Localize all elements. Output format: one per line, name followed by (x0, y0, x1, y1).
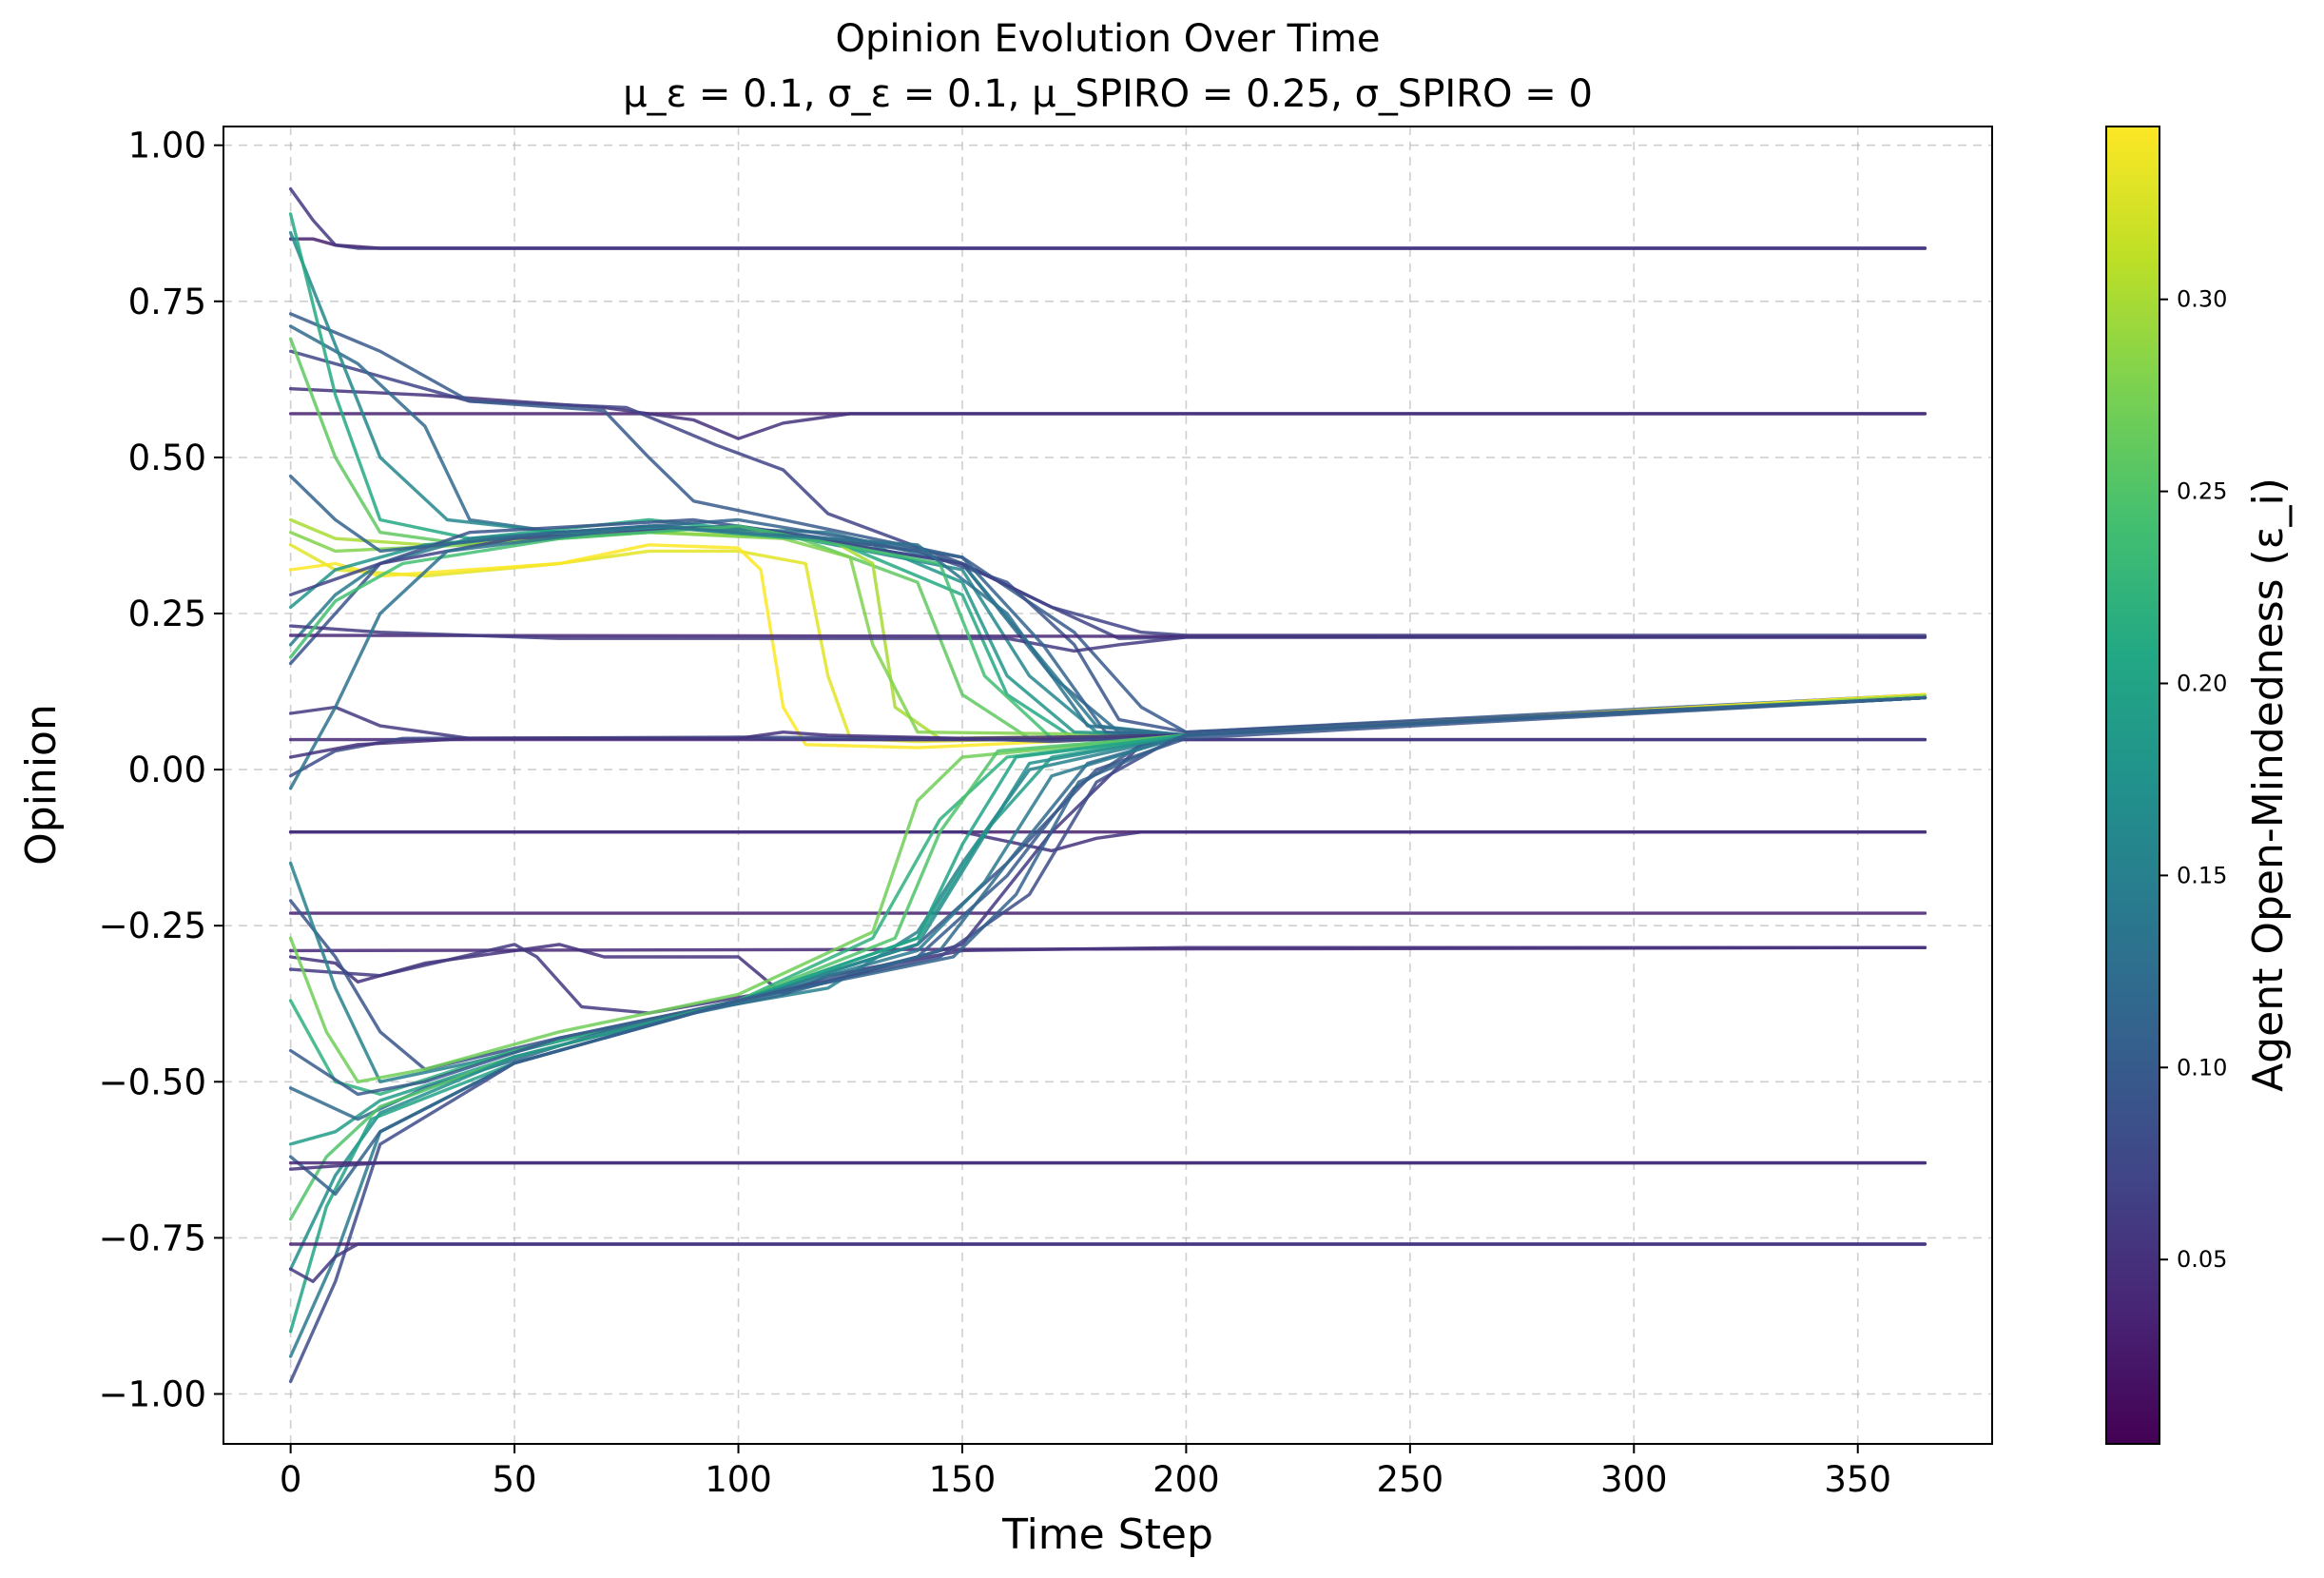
series-line-19 (288, 624, 1927, 653)
series-line-45 (288, 695, 1927, 1197)
plot-frame (223, 126, 1993, 1445)
grid (223, 127, 1992, 1444)
series-line-35 (288, 695, 1927, 1083)
series-line-7 (288, 230, 1927, 737)
y-tick-label: −0.25 (99, 906, 206, 946)
series-line-40 (288, 695, 1927, 1221)
series-line-26 (288, 695, 1927, 759)
colorbar-label: Agent Open-Mindedness (ε_i) (2244, 477, 2293, 1092)
y-tick-label: 0.00 (128, 750, 206, 790)
x-tick-label: 300 (1600, 1459, 1668, 1500)
series-line-42 (288, 695, 1927, 1334)
series-line-49 (288, 1242, 1927, 1283)
series-line-47 (288, 1160, 1927, 1171)
chart-title: Opinion Evolution Over Time (835, 17, 1380, 61)
colorbar-tick-label: 0.10 (2177, 1054, 2227, 1081)
series-line-4 (288, 349, 1927, 637)
colorbar-tick-label: 0.25 (2177, 478, 2227, 505)
series-line-16 (288, 517, 1927, 734)
series-line-25 (288, 524, 1927, 790)
colorbar-tick-label: 0.05 (2177, 1246, 2227, 1273)
x-tick-label: 50 (493, 1459, 537, 1500)
series-line-8 (288, 212, 1927, 740)
series-lines (288, 186, 1927, 1384)
y-tick-label: −0.75 (99, 1218, 206, 1258)
x-tick-label: 350 (1824, 1459, 1891, 1500)
y-tick-label: 0.25 (128, 594, 206, 634)
y-tick-label: −1.00 (99, 1373, 206, 1414)
y-tick-label: 1.00 (128, 126, 206, 166)
y-axis-label: Opinion (17, 704, 66, 866)
x-axis: 0 50 100 150 200 250 300 350 (280, 1444, 1891, 1500)
series-line-41 (288, 695, 1927, 1271)
series-line-28 (288, 830, 1927, 853)
chart-subtitle: μ_ε = 0.1, σ_ε = 0.1, μ_SPIRO = 0.25, σ_… (623, 72, 1593, 116)
colorbar-tick-label: 0.15 (2177, 862, 2227, 888)
series-line-34 (288, 695, 1927, 1083)
series-line-31 (288, 943, 1927, 997)
x-tick-label: 200 (1152, 1459, 1220, 1500)
colorbar-tick-label: 0.30 (2177, 286, 2227, 313)
x-tick-label: 250 (1377, 1459, 1444, 1500)
colorbar: 0.05 0.10 0.15 0.20 0.25 0.30 Agent Open-Mind… (2105, 126, 2293, 1445)
x-axis-label: Time Step (1001, 1510, 1213, 1559)
colorbar-tick-label: 0.20 (2177, 670, 2227, 696)
x-tick-label: 150 (929, 1459, 997, 1500)
x-tick-label: 0 (280, 1459, 302, 1500)
series-line-1 (288, 186, 1927, 250)
y-tick-label: 0.50 (128, 438, 206, 478)
colorbar-frame (2105, 126, 2160, 1445)
y-tick-label: −0.50 (99, 1062, 206, 1102)
colorbar-ticks: 0.05 0.10 0.15 0.20 0.25 0.30 (2159, 286, 2227, 1273)
y-tick-label: 0.75 (128, 282, 206, 322)
colorbar-gradient (2106, 127, 2159, 1444)
y-axis: 1.00 0.75 0.50 0.25 0.00 −0.25 −0.50 −0.75 −1.00 (99, 126, 223, 1414)
x-tick-label: 100 (705, 1459, 772, 1500)
series-line-21 (288, 474, 1927, 737)
series-line-43 (288, 695, 1927, 1358)
series-line-5 (288, 312, 1927, 734)
